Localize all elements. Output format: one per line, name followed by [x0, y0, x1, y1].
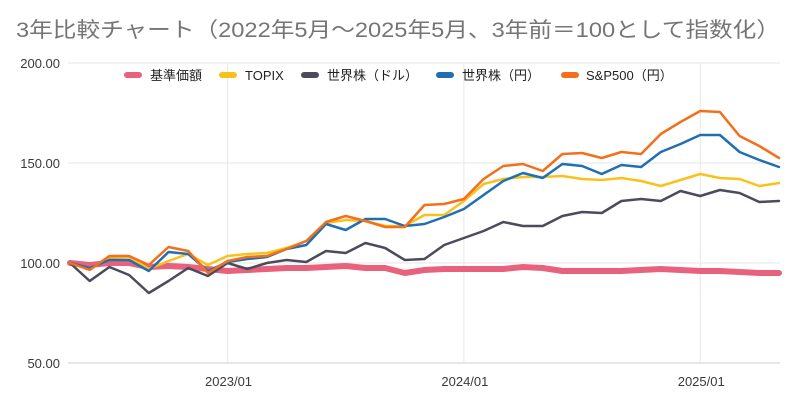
legend-label-world-equity-jpy: 世界株（円） [462, 68, 540, 83]
y-tick-label: 200.00 [20, 56, 60, 71]
y-tick-label: 150.00 [20, 156, 60, 171]
chart-title: 3年比較チャート（2022年5月〜2025年5月、3年前＝100として指数化） [16, 19, 780, 42]
legend-label-world-equity-usd: 世界株（ドル） [327, 68, 418, 83]
legend-item-sp500-jpy: S&P500（円） [561, 68, 673, 83]
legend-item-world-equity-usd: 世界株（ドル） [301, 68, 418, 83]
legend: 基準価額 TOPIX 世界株（ドル） 世界株（円） S&P500（円） [124, 68, 673, 83]
legend-label-topix: TOPIX [245, 68, 284, 83]
grid-layer: 50.00 100.00 150.00 200.00 2023/01 2024/01 202… [20, 56, 780, 389]
series-line-world-equity-usd [68, 188, 781, 295]
x-tick-label: 2025/01 [678, 374, 725, 389]
series-line-world-equity-jpy [68, 133, 781, 273]
y-tick-label: 100.00 [20, 256, 60, 271]
x-tick-label: 2023/01 [205, 374, 252, 389]
x-tick-label: 2024/01 [441, 374, 488, 389]
legend-item-topix: TOPIX [219, 68, 284, 83]
legend-label-sp500-jpy: S&P500（円） [586, 68, 673, 83]
series-layer [67, 109, 782, 295]
series-line-sp500-jpy [68, 109, 781, 275]
legend-label-nav: 基準価額 [150, 68, 202, 83]
y-tick-label: 50.00 [27, 356, 60, 371]
legend-item-world-equity-jpy: 世界株（円） [436, 68, 540, 83]
legend-item-nav: 基準価額 [124, 68, 202, 83]
